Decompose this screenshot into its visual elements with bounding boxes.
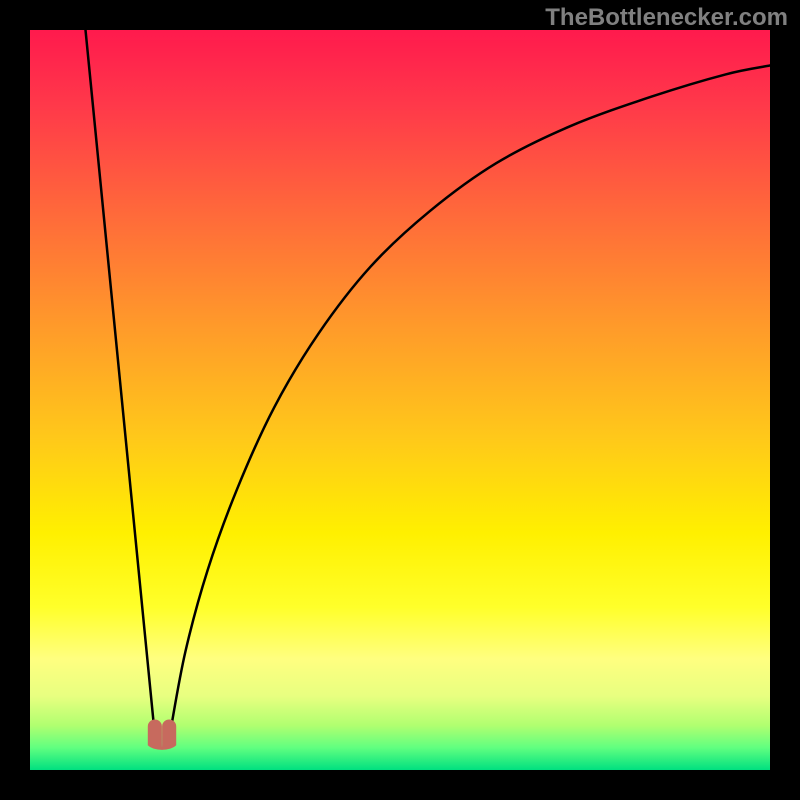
chart-curves: [30, 30, 770, 770]
minimum-marker: [146, 719, 178, 754]
plot-area: [30, 30, 770, 770]
watermark-text: TheBottlenecker.com: [545, 4, 788, 32]
curve-left: [86, 30, 155, 730]
curve-right: [171, 66, 770, 731]
